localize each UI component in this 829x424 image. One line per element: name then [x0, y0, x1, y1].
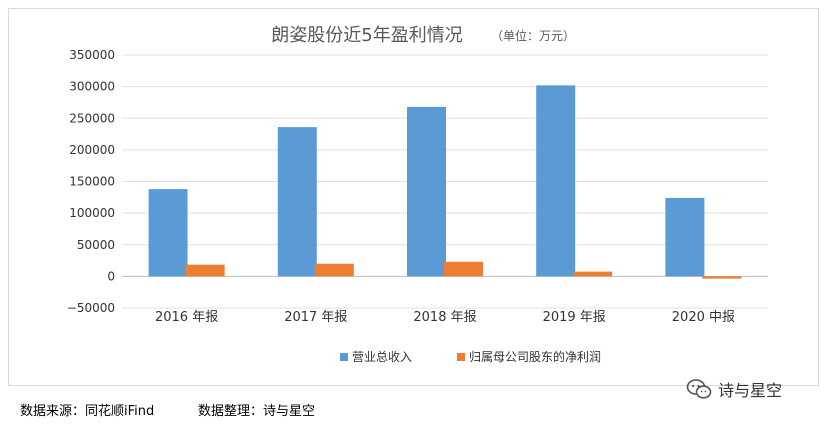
bar-revenue — [665, 197, 705, 277]
bar-net-profit — [702, 276, 742, 279]
x-tick-label: 2020 中报 — [672, 310, 735, 325]
bar-net-profit — [444, 261, 483, 277]
wechat-icon — [686, 379, 712, 399]
bar-net-profit — [573, 271, 613, 277]
x-tick-label: 2017 年报 — [284, 310, 347, 325]
bar-net-profit — [314, 263, 354, 277]
x-tick-label: 2016 年报 — [155, 310, 218, 325]
bar-chart: 朗姿股份近5年盈利情况 （单位：万元） 350000 300000 250000 20… — [67, 25, 768, 364]
y-tick-label: 100000 — [69, 206, 115, 220]
x-axis: 2016 年报 2017 年报 2018 年报 2019 年报 2020 中报 — [155, 310, 735, 325]
bars — [148, 85, 742, 279]
wechat-watermark: 诗与星空 — [686, 376, 782, 402]
y-tick-label: 350000 — [69, 48, 115, 62]
watermark-text: 诗与星空 — [718, 381, 783, 400]
chart-frame: 朗姿股份近5年盈利情况 （单位：万元） 350000 300000 250000 20… — [8, 8, 819, 386]
bar-revenue — [536, 85, 576, 277]
y-tick-label: 250000 — [69, 111, 115, 125]
y-tick-label: −50000 — [67, 301, 115, 315]
y-tick-label: 50000 — [77, 238, 115, 252]
y-tick-label: 150000 — [69, 175, 115, 189]
y-tick-label: 0 — [107, 269, 115, 283]
bar-revenue — [148, 189, 188, 277]
bar-revenue — [407, 106, 446, 277]
legend-swatch — [340, 353, 348, 361]
legend-swatch — [457, 353, 465, 361]
legend-label: 营业总收入 — [352, 350, 412, 364]
data-compiler-note: 数据整理：诗与星空 — [198, 404, 316, 419]
y-axis: 350000 300000 250000 200000 150000 100000 5000… — [67, 48, 115, 315]
x-tick-label: 2019 年报 — [543, 310, 606, 325]
x-tick-label: 2018 年报 — [413, 310, 476, 325]
legend-label: 归属母公司股东的净利润 — [469, 349, 601, 364]
legend: 营业总收入 归属母公司股东的净利润 — [340, 349, 601, 364]
data-source-note: 数据来源：同花顺iFind — [20, 404, 155, 419]
chart-subtitle: （单位：万元） — [491, 28, 575, 43]
y-tick-label: 200000 — [69, 143, 115, 157]
chart-title: 朗姿股份近5年盈利情况 — [271, 25, 462, 46]
y-tick-label: 300000 — [69, 80, 115, 94]
bar-net-profit — [185, 264, 225, 277]
bar-revenue — [277, 127, 317, 277]
